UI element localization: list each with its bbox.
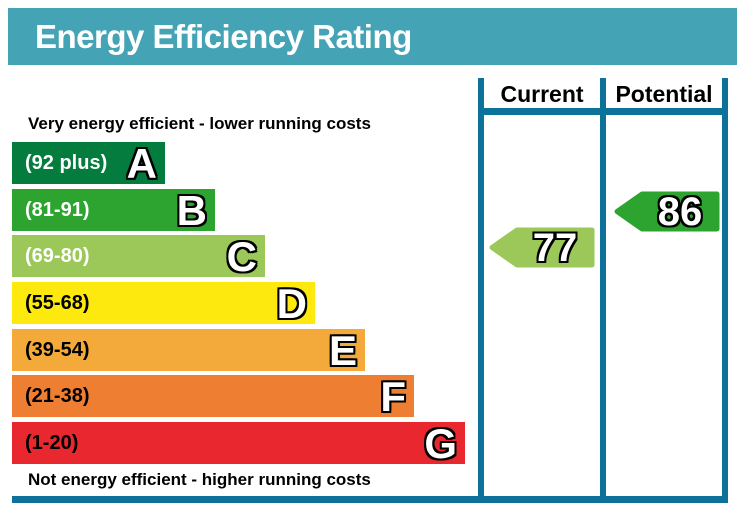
page-title: Energy Efficiency Rating (35, 18, 412, 55)
top-note: Very energy efficient - lower running co… (28, 114, 371, 133)
band-range-label: (55-68) (25, 292, 90, 315)
left-arrow-icon (614, 191, 720, 232)
band-letter: C (226, 233, 257, 281)
band-letter: B (176, 186, 207, 234)
potential-rating-arrow: 86 (613, 190, 720, 234)
table-border-bottom (12, 496, 728, 503)
current-rating-value: 77 (532, 226, 578, 270)
band-range-label: (92 plus) (25, 152, 108, 174)
table-border-right (722, 78, 728, 503)
table-header-underline (478, 108, 728, 115)
band-letter: D (276, 280, 307, 328)
band-letter: E (328, 326, 357, 374)
rating-bands: (92 plus) A (81-91) B (69-80) C (55-68) … (12, 142, 465, 469)
band-d: (55-68) D (12, 280, 315, 328)
potential-rating-value: 86 (657, 190, 703, 234)
band-g: (1-20) G (12, 420, 465, 468)
band-a: (92 plus) A (12, 140, 165, 187)
band-range-label: (69-80) (25, 245, 90, 268)
band-e: (39-54) E (12, 326, 365, 374)
current-column-header: Current (500, 81, 584, 107)
band-range-label: (1-20) (25, 432, 79, 455)
band-letter: F (380, 373, 406, 421)
title-bar: Energy Efficiency Rating (8, 8, 737, 65)
band-letter: A (126, 140, 157, 187)
band-range-label: (81-91) (25, 198, 90, 221)
band-letter: G (424, 420, 457, 468)
band-b: (81-91) B (12, 186, 215, 234)
current-rating-arrow: 77 (488, 226, 595, 270)
potential-column-header: Potential (615, 81, 713, 107)
bottom-note: Not energy efficient - higher running co… (28, 470, 371, 489)
table-border-middle (600, 78, 606, 503)
left-arrow-icon (489, 227, 595, 268)
band-c: (69-80) C (12, 233, 265, 281)
band-f: (21-38) F (12, 373, 414, 421)
band-range-label: (21-38) (25, 385, 90, 408)
band-range-label: (39-54) (25, 338, 90, 361)
table-border-left (478, 78, 484, 503)
